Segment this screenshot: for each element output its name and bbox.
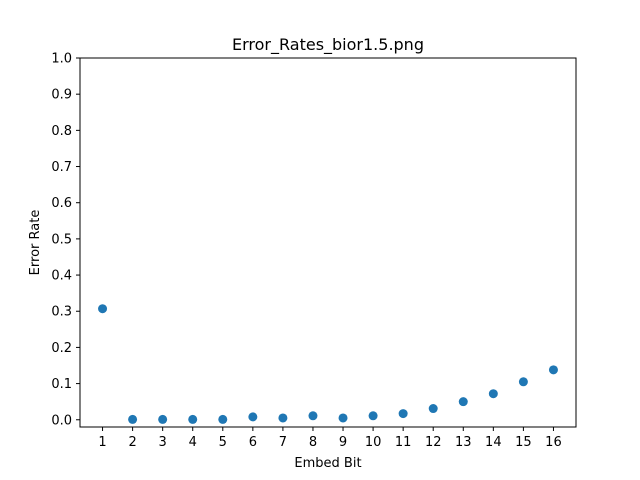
data-point bbox=[98, 304, 108, 314]
data-point bbox=[338, 413, 348, 423]
data-point bbox=[158, 414, 168, 424]
y-tick-label: 1.0 bbox=[51, 52, 72, 67]
x-tick-label: 5 bbox=[219, 435, 227, 450]
chart-title: Error_Rates_bior1.5.png bbox=[232, 35, 424, 55]
data-point bbox=[188, 414, 198, 424]
data-point bbox=[458, 397, 468, 407]
data-point bbox=[248, 412, 258, 422]
x-tick-label: 10 bbox=[365, 435, 382, 450]
y-axis-label: Error Rate bbox=[28, 210, 43, 276]
x-tick-label: 8 bbox=[309, 435, 317, 450]
x-tick-label: 1 bbox=[98, 435, 106, 450]
data-point bbox=[218, 414, 228, 424]
data-point bbox=[278, 413, 288, 423]
x-tick-label: 14 bbox=[485, 435, 502, 450]
y-tick-label: 0.5 bbox=[51, 232, 72, 247]
data-point bbox=[548, 365, 558, 375]
data-point bbox=[368, 411, 378, 421]
x-axis-label: Embed Bit bbox=[294, 456, 361, 471]
x-tick-label: 11 bbox=[395, 435, 412, 450]
x-tick-label: 2 bbox=[128, 435, 136, 450]
y-tick-label: 0.6 bbox=[51, 196, 72, 211]
x-tick-label: 6 bbox=[249, 435, 257, 450]
y-tick-label: 0.0 bbox=[51, 413, 72, 428]
y-tick-label: 0.8 bbox=[51, 124, 72, 139]
x-axis: 1 2 3 4 5 6 7 8 9 10 11 12 13 14 15 16 bbox=[98, 427, 562, 450]
y-axis: 0.0 0.1 0.2 0.3 0.4 0.5 0.6 0.7 0.8 0.9 1.0 bbox=[51, 52, 80, 428]
x-tick-label: 16 bbox=[545, 435, 562, 450]
data-point bbox=[488, 389, 498, 399]
y-tick-label: 0.3 bbox=[51, 305, 72, 320]
x-tick-label: 13 bbox=[455, 435, 472, 450]
x-tick-label: 3 bbox=[159, 435, 167, 450]
data-point bbox=[128, 414, 138, 424]
x-tick-label: 4 bbox=[189, 435, 197, 450]
y-tick-label: 0.7 bbox=[51, 160, 72, 175]
data-point bbox=[398, 409, 408, 419]
data-point bbox=[518, 377, 528, 387]
x-tick-label: 15 bbox=[515, 435, 532, 450]
y-tick-label: 0.1 bbox=[51, 377, 72, 392]
x-tick-label: 12 bbox=[425, 435, 442, 450]
x-tick-label: 7 bbox=[279, 435, 287, 450]
x-tick-label: 9 bbox=[339, 435, 347, 450]
y-tick-label: 0.9 bbox=[51, 88, 72, 103]
y-tick-label: 0.4 bbox=[51, 269, 72, 284]
data-points bbox=[98, 304, 558, 424]
data-point bbox=[428, 404, 438, 414]
y-tick-label: 0.2 bbox=[51, 341, 72, 356]
plot-area bbox=[79, 57, 577, 428]
data-point bbox=[308, 411, 318, 421]
